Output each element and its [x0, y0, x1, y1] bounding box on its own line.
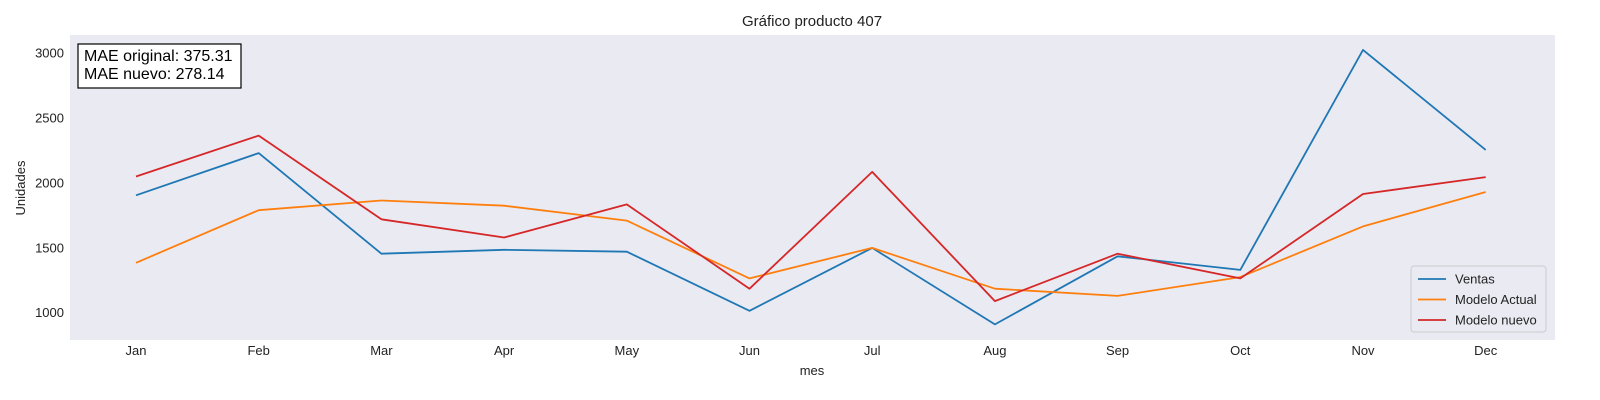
- mae-annotation-box: MAE original: 375.31 MAE nuevo: 278.14: [77, 43, 242, 89]
- chart-title: Gráfico producto 407: [742, 13, 882, 30]
- plot-background: [70, 35, 1555, 340]
- x-tick-label: May: [615, 343, 640, 358]
- x-tick-label: Apr: [494, 343, 515, 358]
- series-layer: [135, 49, 1487, 326]
- legend: Ventas Modelo Actual Modelo nuevo: [1410, 265, 1547, 333]
- x-tick-label: Nov: [1351, 343, 1375, 358]
- legend-label: Ventas: [1455, 272, 1495, 287]
- x-tick-label: Dec: [1474, 343, 1498, 358]
- annotation-mae-new: MAE nuevo: 278.14: [84, 66, 225, 83]
- y-tick-label: 1500: [35, 240, 64, 255]
- series-line-modelo-actual: [135, 191, 1486, 297]
- legend-frame: [1410, 265, 1547, 333]
- series-line-modelo-nuevo: [135, 134, 1486, 303]
- x-tick-label: Mar: [370, 343, 393, 358]
- y-axis-label: Unidades: [13, 160, 28, 215]
- annotation-mae-original: MAE original: 375.31: [84, 48, 233, 65]
- annotation-frame: [77, 43, 242, 89]
- series-line-ventas: [135, 49, 1487, 326]
- x-tick-label: Jul: [864, 343, 881, 358]
- x-axis-label: mes: [800, 363, 825, 378]
- x-tick-label: Feb: [247, 343, 269, 358]
- y-tick-label: 2000: [35, 175, 64, 190]
- y-tick-label: 2500: [35, 111, 64, 126]
- x-axis-ticks: Jan Feb Mar Apr May Jun Jul Aug Sep Oct Nov Dec: [126, 343, 1498, 358]
- y-tick-label: 1000: [35, 305, 64, 320]
- x-tick-label: Oct: [1230, 343, 1251, 358]
- x-tick-label: Jun: [739, 343, 760, 358]
- x-tick-label: Sep: [1106, 343, 1129, 358]
- legend-label: Modelo Actual: [1455, 292, 1537, 307]
- legend-label: Modelo nuevo: [1455, 313, 1537, 328]
- x-tick-label: Aug: [983, 343, 1006, 358]
- x-tick-label: Jan: [126, 343, 147, 358]
- y-tick-label: 3000: [35, 46, 64, 61]
- y-axis-ticks: 1000 1500 2000 2500 3000: [35, 46, 64, 321]
